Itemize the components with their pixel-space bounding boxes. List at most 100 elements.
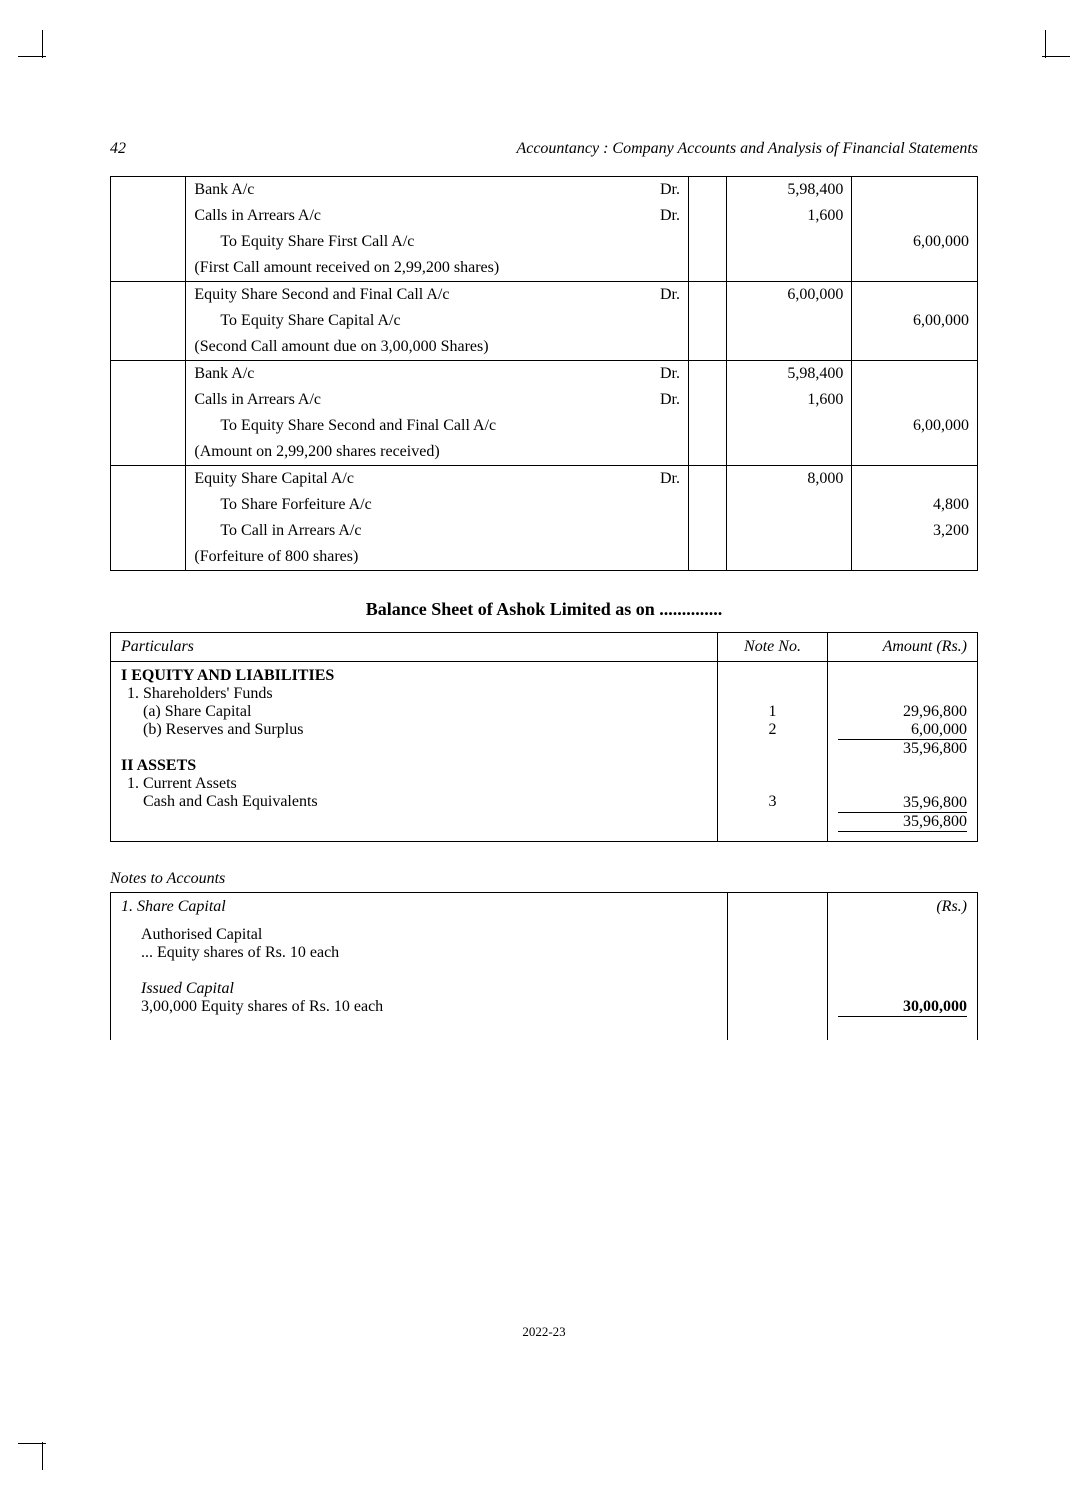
journal-desc: Calls in Arrears A/c Dr. bbox=[186, 203, 689, 229]
journal-row: Equity Share Second and Final Call A/cDr… bbox=[111, 282, 978, 309]
journal-lf-col bbox=[688, 255, 726, 282]
journal-dr-label: Dr. bbox=[660, 365, 680, 383]
journal-debit bbox=[726, 518, 852, 544]
note-col: 1 2 3 bbox=[718, 662, 828, 838]
journal-desc-text: (Amount on 2,99,200 shares received) bbox=[194, 443, 439, 461]
journal-debit: 6,00,000 bbox=[726, 282, 852, 309]
amount-col: 29,96,800 6,00,000 35,96,800 35,96,800 3… bbox=[828, 662, 978, 838]
journal-desc-text: To Equity Share First Call A/c bbox=[194, 233, 414, 251]
journal-debit bbox=[726, 334, 852, 361]
journal-desc-text: Calls in Arrears A/c bbox=[194, 207, 321, 225]
notes-table: 1. Share Capital (Rs.) Authorised Capita… bbox=[110, 892, 978, 1040]
journal-debit bbox=[726, 308, 852, 334]
issued: Issued Capital bbox=[121, 980, 717, 998]
note1-header-cell: 1. Share Capital bbox=[111, 893, 728, 922]
journal-credit: 3,200 bbox=[852, 518, 978, 544]
shareholders-funds: 1. Shareholders' Funds bbox=[121, 685, 707, 703]
journal-lf-col bbox=[688, 439, 726, 466]
journal-desc-text: To Equity Share Second and Final Call A/… bbox=[194, 417, 496, 435]
journal-lf-col bbox=[688, 361, 726, 388]
journal-dr-label: Dr. bbox=[660, 470, 680, 488]
journal-date-col bbox=[111, 492, 186, 518]
notes-title: Notes to Accounts bbox=[110, 870, 978, 888]
issued-desc: 3,00,000 Equity shares of Rs. 10 each bbox=[121, 998, 717, 1016]
journal-desc-text: Equity Share Capital A/c bbox=[194, 470, 354, 488]
equity-liab-header: I EQUITY AND LIABILITIES bbox=[121, 667, 707, 685]
journal-desc-text: (Forfeiture of 800 shares) bbox=[194, 548, 358, 566]
share-capital-amt: 29,96,800 bbox=[838, 703, 967, 721]
balance-sheet-table: Particulars Note No. Amount (Rs.) I EQUI… bbox=[110, 632, 978, 842]
journal-desc: Calls in Arrears A/cDr. bbox=[186, 387, 689, 413]
footer-year: 2022-23 bbox=[522, 1324, 565, 1340]
share-capital: (a) Share Capital bbox=[121, 703, 707, 721]
share-capital-note: 1 bbox=[728, 703, 817, 721]
journal-table: Bank A/cDr. 5,98,400 Calls in Arrears A/… bbox=[110, 176, 978, 571]
journal-debit bbox=[726, 544, 852, 571]
journal-desc: To Equity Share First Call A/c bbox=[186, 229, 689, 255]
cash-equiv: Cash and Cash Equivalents bbox=[121, 793, 707, 811]
cash-note: 3 bbox=[728, 793, 817, 811]
journal-lf-col bbox=[688, 413, 726, 439]
assets-header: II ASSETS bbox=[121, 757, 707, 775]
journal-lf-col bbox=[688, 544, 726, 571]
journal-row: (First Call amount received on 2,99,200 … bbox=[111, 255, 978, 282]
journal-date-col bbox=[111, 387, 186, 413]
journal-desc: (Amount on 2,99,200 shares received) bbox=[186, 439, 689, 466]
note1-header: 1. Share Capital bbox=[121, 898, 226, 915]
journal-date-col bbox=[111, 413, 186, 439]
journal-date-col bbox=[111, 203, 186, 229]
journal-date-col bbox=[111, 439, 186, 466]
journal-row: To Equity Share Capital A/c 6,00,000 bbox=[111, 308, 978, 334]
journal-desc: To Share Forfeiture A/c bbox=[186, 492, 689, 518]
journal-credit bbox=[852, 255, 978, 282]
crop-mark bbox=[18, 56, 46, 57]
rs-label: (Rs.) bbox=[828, 893, 978, 922]
journal-date-col bbox=[111, 229, 186, 255]
journal-date-col bbox=[111, 518, 186, 544]
journal-row: (Second Call amount due on 3,00,000 Shar… bbox=[111, 334, 978, 361]
journal-desc-text: Equity Share Second and Final Call A/c bbox=[194, 286, 449, 304]
journal-lf-col bbox=[688, 387, 726, 413]
journal-lf-col bbox=[688, 203, 726, 229]
journal-credit bbox=[852, 177, 978, 204]
journal-desc-text: (First Call amount received on 2,99,200 … bbox=[194, 259, 499, 277]
journal-credit: 6,00,000 bbox=[852, 308, 978, 334]
journal-date-col bbox=[111, 334, 186, 361]
journal-lf-col bbox=[688, 466, 726, 493]
journal-desc: (Forfeiture of 800 shares) bbox=[186, 544, 689, 571]
crop-mark bbox=[42, 30, 43, 58]
journal-date-col bbox=[111, 177, 186, 204]
journal-debit: 5,98,400 bbox=[726, 177, 852, 204]
journal-debit: 8,000 bbox=[726, 466, 852, 493]
journal-credit bbox=[852, 361, 978, 388]
notes-body-cell: Authorised Capital ... Equity shares of … bbox=[111, 921, 728, 1040]
issued-amt: 30,00,000 bbox=[838, 998, 967, 1016]
reserves: (b) Reserves and Surplus bbox=[121, 721, 707, 739]
journal-desc-text: Calls in Arrears A/c bbox=[194, 391, 321, 409]
journal-credit bbox=[852, 439, 978, 466]
journal-credit bbox=[852, 203, 978, 229]
journal-lf-col bbox=[688, 334, 726, 361]
balance-sheet-title: Balance Sheet of Ashok Limited as on ...… bbox=[110, 599, 978, 620]
journal-row: To Equity Share First Call A/c 6,00,000 bbox=[111, 229, 978, 255]
journal-row: Equity Share Capital A/c Dr. 8,000 bbox=[111, 466, 978, 493]
journal-desc: Bank A/cDr. bbox=[186, 177, 689, 204]
journal-row: (Forfeiture of 800 shares) bbox=[111, 544, 978, 571]
journal-desc: Equity Share Second and Final Call A/cDr… bbox=[186, 282, 689, 309]
journal-credit bbox=[852, 334, 978, 361]
journal-debit bbox=[726, 413, 852, 439]
journal-date-col bbox=[111, 308, 186, 334]
journal-desc-text: Bank A/c bbox=[194, 181, 254, 199]
journal-desc-text: To Equity Share Capital A/c bbox=[194, 312, 400, 330]
cash-amt: 35,96,800 bbox=[838, 794, 967, 812]
journal-lf-col bbox=[688, 177, 726, 204]
journal-credit bbox=[852, 282, 978, 309]
page-header: 42 Accountancy : Company Accounts and An… bbox=[110, 140, 978, 158]
journal-date-col bbox=[111, 255, 186, 282]
journal-dr-label: Dr. bbox=[660, 207, 680, 225]
journal-row: To Call in Arrears A/c 3,200 bbox=[111, 518, 978, 544]
authorised: Authorised Capital bbox=[121, 926, 717, 944]
book-title: Accountancy : Company Accounts and Analy… bbox=[516, 140, 978, 158]
journal-date-col bbox=[111, 361, 186, 388]
journal-debit bbox=[726, 439, 852, 466]
